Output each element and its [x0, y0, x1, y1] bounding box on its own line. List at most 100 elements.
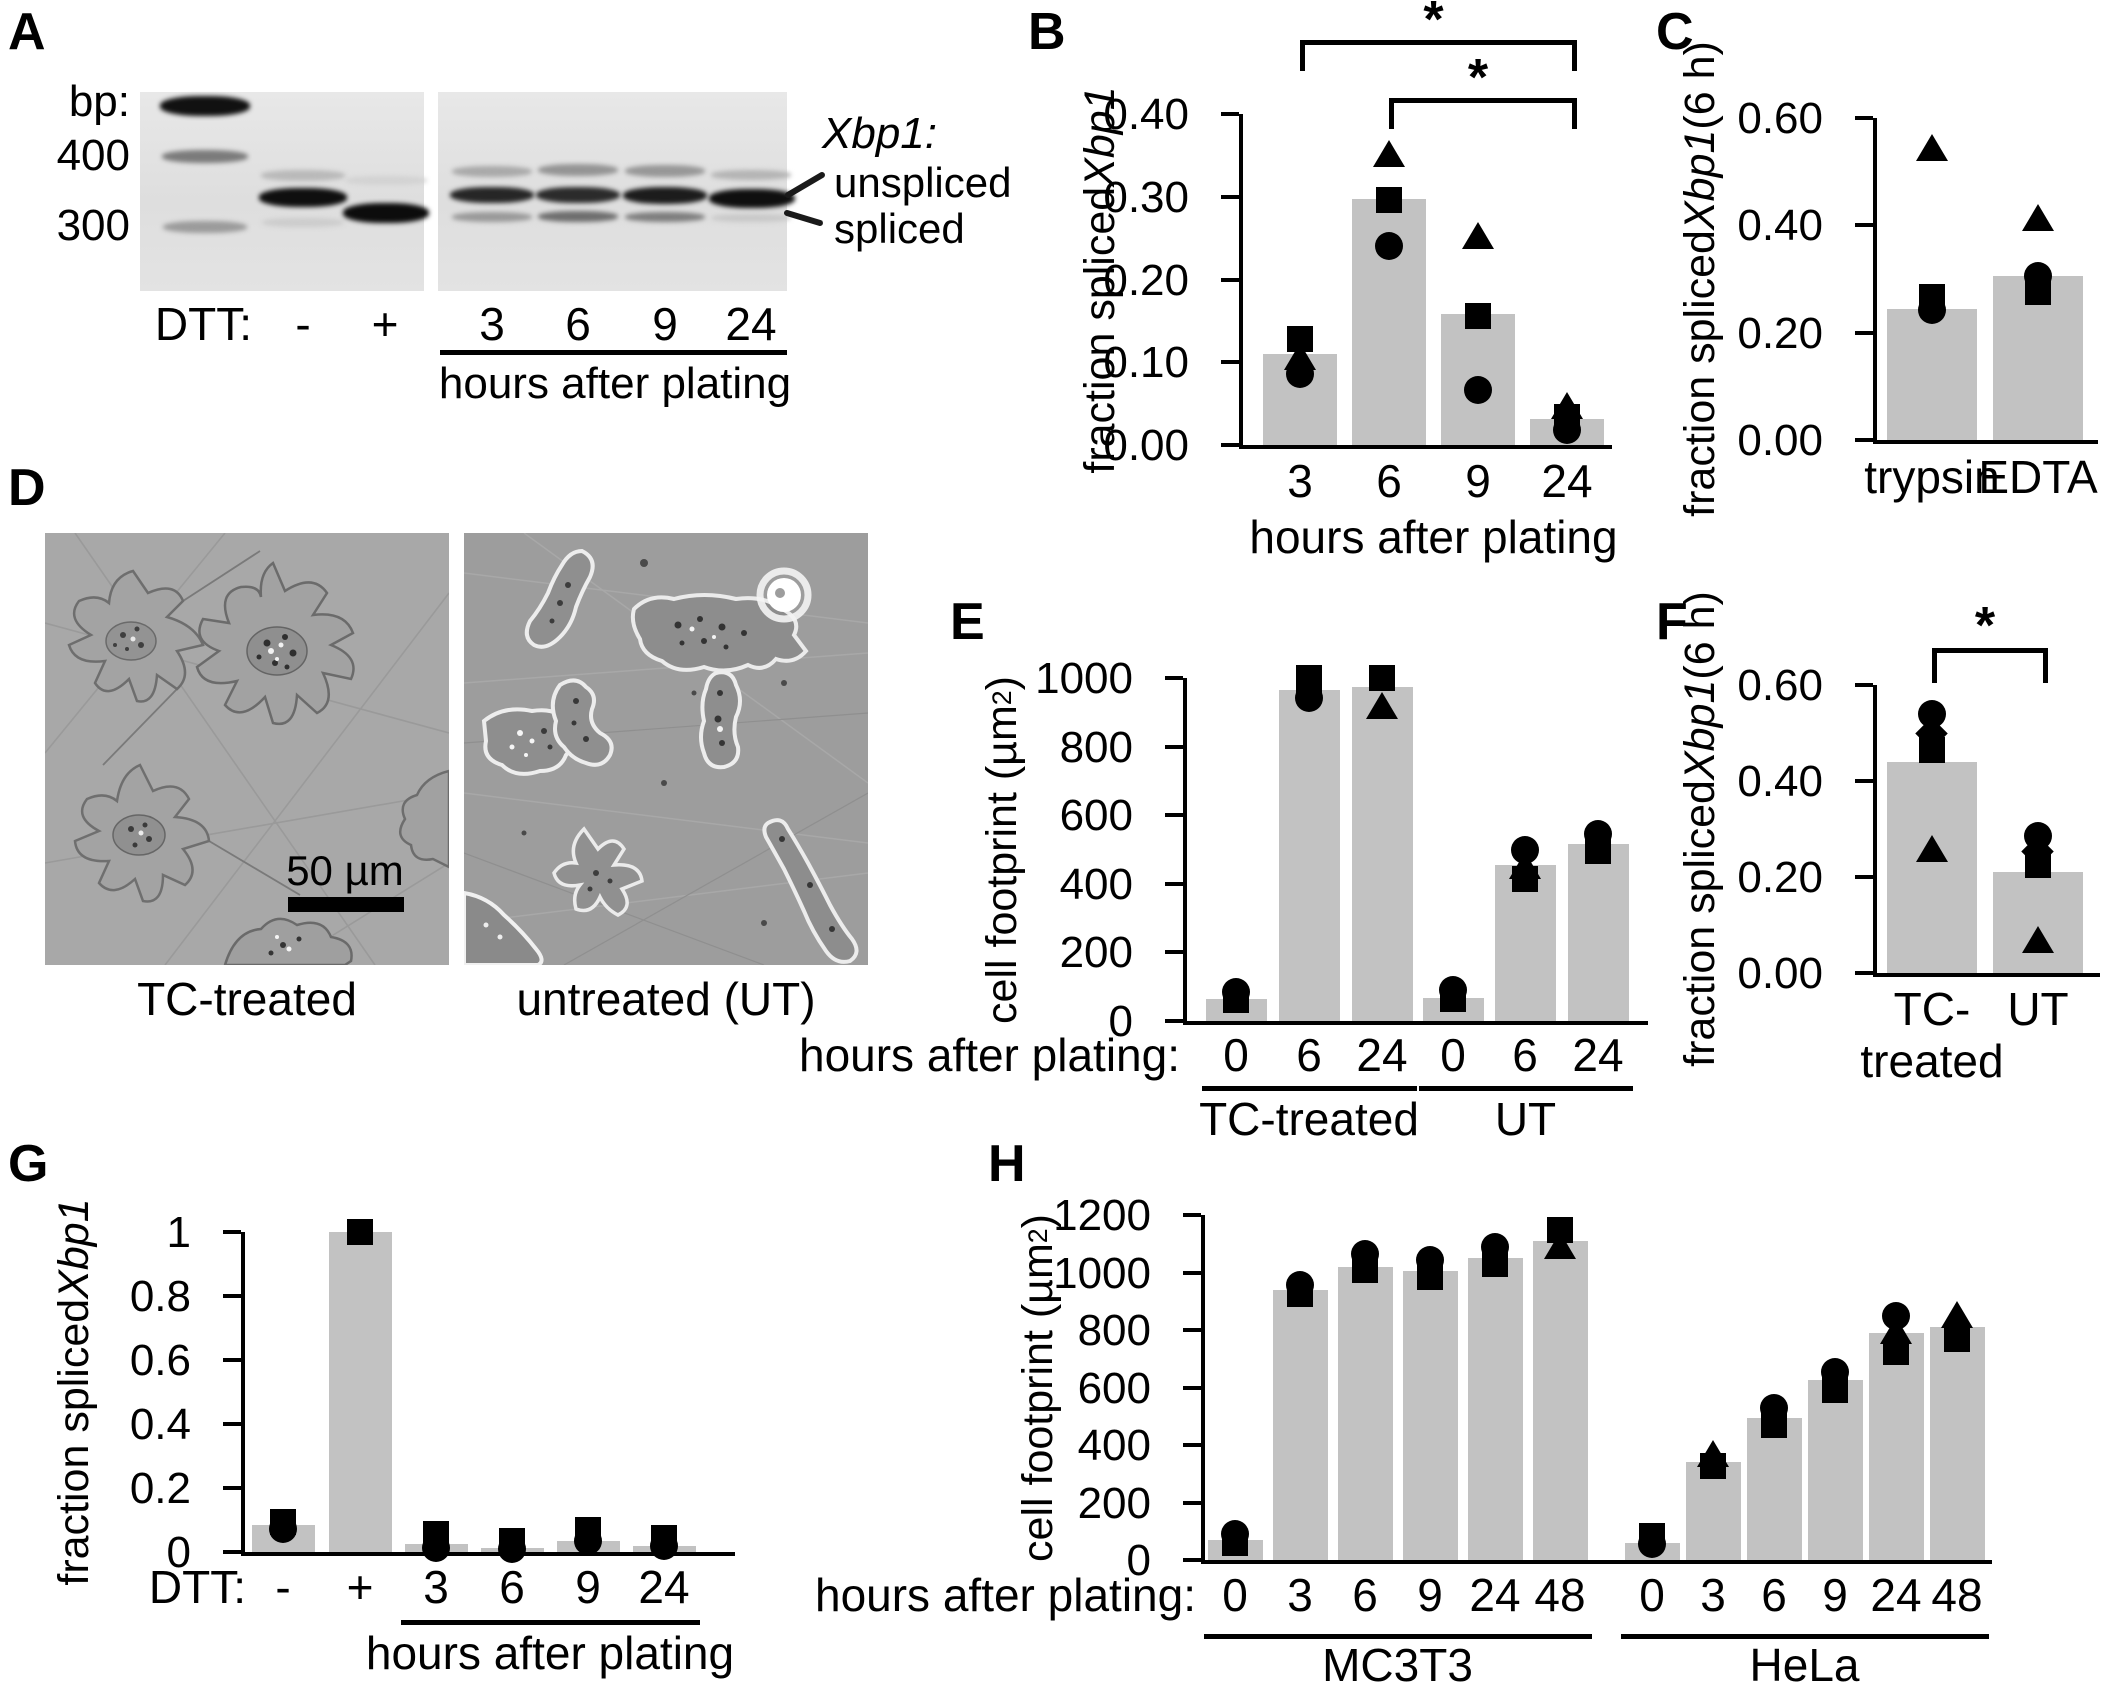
panel-G-x-tick-label: 6: [499, 1561, 525, 1613]
panel-E-bar: [1351, 686, 1413, 1021]
panel-H-y-tick-label: 1200: [1053, 1191, 1151, 1240]
gel-band: [711, 214, 791, 222]
panel-E-y-tick: [1165, 813, 1183, 818]
scatter-marker-triangle: [1373, 139, 1405, 167]
panel-F-y-axis: [1873, 685, 1877, 977]
scatter-marker-circle: [1918, 295, 1946, 324]
panel-f-letter: F: [1656, 593, 1688, 651]
panel-H-bar: [1868, 1332, 1924, 1560]
panel-E-y-axis: [1183, 678, 1187, 1025]
panel-E-y-tick: [1165, 676, 1183, 680]
panel-F-bar: [1887, 761, 1977, 973]
panel-B-y-tick-label: 0.20: [1103, 255, 1189, 305]
scatter-marker-square: [1417, 1263, 1443, 1290]
panel-H-x-tick-label: 9: [1822, 1569, 1848, 1621]
panel-E-x-axis-prefix: hours after plating:: [798, 1029, 1180, 1081]
panel-G-y-axis: [241, 1232, 245, 1556]
scatter-marker-triangle: [2022, 926, 2054, 954]
panel-E-y-tick-label: 1000: [1035, 654, 1133, 703]
gel-band: [711, 170, 791, 180]
panel-E-x-tick-label: 6: [1296, 1029, 1322, 1081]
panel-F-y-tick: [1855, 779, 1873, 783]
gel-band: [623, 187, 707, 204]
micrograph-tc-treated: [45, 533, 449, 965]
panel-h-letter: H: [988, 1135, 1026, 1193]
gel-bp-mark-300: 300: [56, 201, 130, 250]
panel-B-x-tick-label: 3: [1287, 455, 1313, 507]
gel-lane-label-3h: 3: [479, 298, 505, 350]
panel-H-x-tick-label: 6: [1352, 1569, 1378, 1621]
panel-B-y-axis: [1239, 114, 1243, 449]
panel-C-y-tick-label: 0.20: [1737, 308, 1823, 358]
panel-B-y-tick-label: 0.10: [1103, 338, 1189, 388]
gel-band: [538, 164, 618, 176]
gel-gene-label: Xbp1:: [822, 109, 937, 158]
panel-C-y-tick-label: 0.00: [1737, 416, 1823, 465]
scatter-marker-triangle: [1366, 692, 1398, 720]
panel-H-y-tick: [1183, 1385, 1201, 1390]
panel-H-x-tick-label: 3: [1287, 1569, 1313, 1621]
panel-F-x-axis: [1873, 973, 2100, 977]
scatter-marker-square: [1222, 1529, 1248, 1556]
scatter-marker-circle: [1295, 683, 1323, 712]
scale-bar: [288, 897, 404, 912]
gel-bp-header: bp:: [68, 77, 130, 126]
panel-G-y-tick: [223, 1550, 241, 1554]
gel-band-pointer-lines: [784, 172, 825, 226]
panel-E-y-tick: [1165, 950, 1183, 955]
panel-H-x-tick-label: 0: [1222, 1569, 1248, 1621]
panel-B-x-tick-label: 6: [1376, 455, 1402, 507]
gel-time-underline: [440, 350, 787, 355]
panel-H-x-axis: [1201, 1560, 1992, 1564]
panel-G-x-tick-label: +: [346, 1561, 374, 1613]
panel-F-y-tick-label: 0.40: [1737, 757, 1823, 806]
panel-E-x-tick-label: 24: [1572, 1029, 1624, 1081]
scatter-marker-square: [1352, 1257, 1378, 1284]
panel-G-x-axis: [241, 1552, 735, 1556]
panel-G-x-tick-label: 3: [423, 1561, 449, 1613]
panel-H-y-tick: [1183, 1500, 1201, 1505]
gel-band-label-unspliced: unspliced: [834, 159, 1012, 206]
scatter-marker-triangle: [1916, 835, 1948, 863]
panel-G-x-axis-prefix: DTT:: [148, 1561, 246, 1613]
micrograph-caption-tc: TC-treated: [137, 973, 357, 1025]
panel-C-y-tick: [1855, 330, 1873, 335]
panel-B-y-tick: [1221, 277, 1239, 282]
panel-H-bar: [1402, 1271, 1458, 1560]
panel-F-x-tick-label: UT: [2007, 983, 2069, 1035]
gel-band: [162, 150, 248, 163]
panel-H-y-tick: [1183, 1270, 1201, 1275]
panel-F-y-tick-label: 0.60: [1737, 661, 1823, 710]
panel-B-y-tick-label: 0.40: [1103, 90, 1189, 139]
micrograph-untreated: [464, 533, 868, 965]
panel-H-y-tick-label: 800: [1077, 1306, 1151, 1355]
panel-H-y-tick-label: 200: [1077, 1478, 1151, 1528]
gel-band: [625, 165, 705, 177]
panel-c-letter: C: [1656, 3, 1694, 61]
panel-B-y-tick: [1221, 360, 1239, 365]
panel-B-x-axis-title: hours after plating: [1249, 511, 1618, 563]
micrograph-caption-ut: untreated (UT): [516, 973, 816, 1025]
gel-lane-label-24h: 24: [725, 298, 777, 350]
scatter-marker-circle: [1464, 376, 1492, 405]
panel-H-bar: [1272, 1289, 1328, 1560]
gel-band: [536, 187, 620, 203]
panel-F-y-tick: [1855, 875, 1873, 879]
gel-lane-label-dtt-minus: -: [295, 298, 311, 350]
gel-lane-label-6h: 6: [565, 298, 591, 350]
panel-B-x-axis: [1239, 445, 1612, 449]
panel-H-x-tick-label: 9: [1417, 1569, 1443, 1621]
panel-b-letter: B: [1028, 3, 1066, 61]
panel-E-x-tick-label: 0: [1223, 1029, 1249, 1081]
scatter-marker-square: [1944, 1326, 1970, 1353]
scatter-marker-square: [1919, 737, 1945, 764]
panel-B-significance-bracket: [1300, 40, 1577, 71]
scatter-marker-triangle: [1462, 222, 1494, 250]
panel-G-y-tick-label: 0.6: [129, 1336, 191, 1385]
scatter-marker-circle: [1375, 231, 1403, 260]
panel-H-bar: [1467, 1258, 1523, 1560]
panel-B-y-tick-label: 0.00: [1103, 421, 1189, 470]
panel-H-bar: [1337, 1266, 1393, 1560]
gel-lane-label-9h: 9: [652, 298, 678, 350]
panel-H-y-tick: [1183, 1213, 1201, 1217]
